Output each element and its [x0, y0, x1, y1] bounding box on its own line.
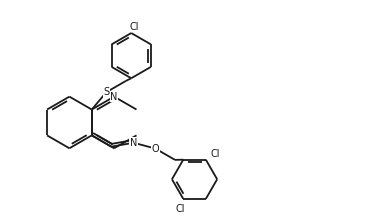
Text: O: O — [152, 144, 159, 154]
Text: Cl: Cl — [129, 22, 139, 32]
Text: Cl: Cl — [211, 149, 220, 159]
Text: Cl: Cl — [176, 204, 185, 213]
Text: N: N — [130, 138, 137, 148]
Text: S: S — [103, 87, 109, 97]
Text: N: N — [110, 92, 118, 102]
